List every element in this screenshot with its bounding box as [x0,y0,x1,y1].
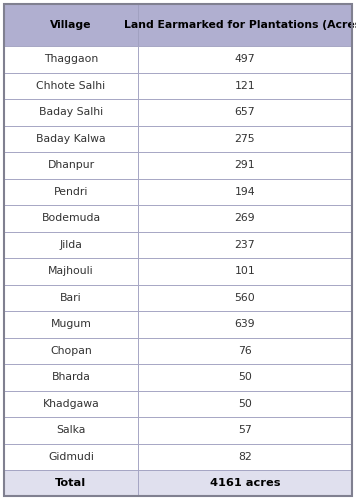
Text: Bari: Bari [60,292,82,302]
Text: Baday Salhi: Baday Salhi [39,108,103,117]
Text: 57: 57 [238,425,252,435]
Text: 291: 291 [235,160,255,170]
Bar [138,284,352,311]
Text: Total: Total [56,478,87,488]
Bar [4,232,138,258]
Text: Pendri: Pendri [54,186,88,196]
Text: Majhouli: Majhouli [48,266,94,276]
Bar [138,258,352,284]
Bar [4,390,138,417]
Text: 269: 269 [235,213,255,223]
Bar [138,178,352,205]
Text: Baday Kalwa: Baday Kalwa [36,134,106,144]
Bar [4,338,138,364]
Text: 82: 82 [238,452,252,462]
Text: 50: 50 [238,372,252,382]
Bar [4,311,138,338]
Bar [4,99,138,126]
Bar [138,46,352,72]
Bar [4,470,138,496]
Bar [4,126,138,152]
Bar [138,99,352,126]
Bar [4,444,138,470]
Bar [4,72,138,99]
Text: Khadgawa: Khadgawa [43,399,99,409]
Bar [138,390,352,417]
Text: 657: 657 [235,108,255,117]
Bar [4,417,138,444]
Text: Dhanpur: Dhanpur [47,160,95,170]
Text: 76: 76 [238,346,252,356]
Text: 4161 acres: 4161 acres [210,478,280,488]
Bar [138,470,352,496]
Text: 194: 194 [235,186,255,196]
Text: Bodemuda: Bodemuda [41,213,100,223]
Text: 121: 121 [235,80,255,91]
Text: Thaggaon: Thaggaon [44,54,98,64]
Bar [4,364,138,390]
Text: Village: Village [50,20,92,30]
Bar [4,152,138,178]
Text: Bharda: Bharda [52,372,90,382]
Text: Jilda: Jilda [59,240,83,250]
Text: Gidmudi: Gidmudi [48,452,94,462]
Bar [138,126,352,152]
Bar [138,364,352,390]
Text: 560: 560 [235,292,255,302]
Bar [4,258,138,284]
Text: 275: 275 [235,134,255,144]
Bar [4,205,138,232]
Text: 101: 101 [235,266,255,276]
Text: 639: 639 [235,320,255,329]
Bar [138,338,352,364]
Bar [138,4,352,46]
Bar [4,284,138,311]
Text: Mugum: Mugum [51,320,91,329]
Text: 497: 497 [235,54,255,64]
Bar [138,205,352,232]
Bar [138,417,352,444]
Text: 237: 237 [235,240,255,250]
Text: Chhote Salhi: Chhote Salhi [36,80,105,91]
Bar [4,178,138,205]
Bar [138,232,352,258]
Text: Chopan: Chopan [50,346,92,356]
Bar [4,4,138,46]
Bar [138,152,352,178]
Text: Salka: Salka [56,425,86,435]
Text: Land Earmarked for Plantations (Acres): Land Earmarked for Plantations (Acres) [124,20,356,30]
Bar [4,46,138,72]
Bar [138,72,352,99]
Bar [138,311,352,338]
Text: 50: 50 [238,399,252,409]
Bar [138,444,352,470]
